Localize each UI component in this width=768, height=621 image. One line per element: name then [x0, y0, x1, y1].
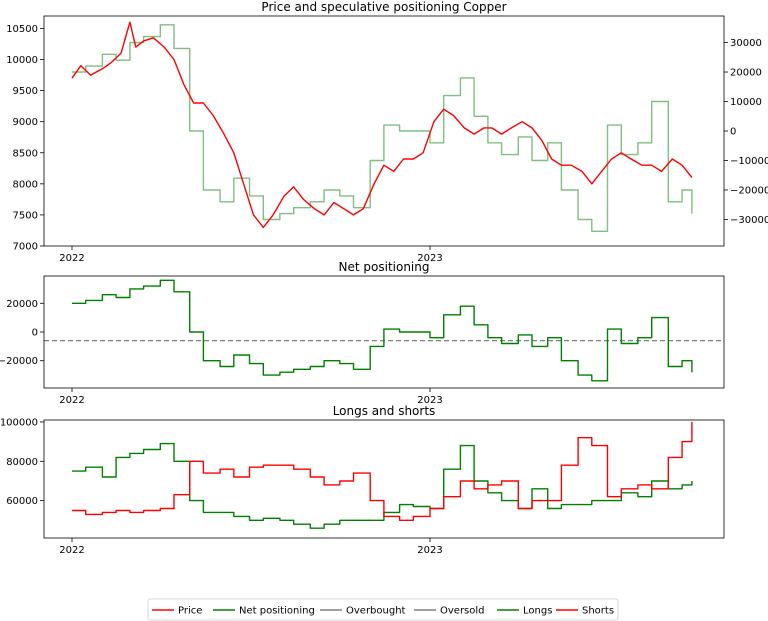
y-right-tick-label: −20000	[730, 185, 768, 196]
legend-box	[147, 598, 619, 621]
y-tick-label: 0	[32, 328, 38, 339]
net-positioning-panel: Net positioning 2022 2023 −20000 0 20000	[0, 260, 725, 406]
y-right-tick-label: 0	[730, 127, 736, 138]
longs-shorts-panel-frame	[43, 419, 725, 539]
y-tick-label: 60000	[6, 496, 38, 507]
y-right-tick-label: 30000	[730, 38, 762, 49]
net-positioning-panel-title: Net positioning	[339, 260, 430, 274]
y-tick-label: 10500	[6, 24, 38, 35]
y-tick-label: 9500	[13, 86, 38, 97]
legend-label: Longs	[523, 606, 552, 617]
y-tick-label: 7500	[13, 210, 38, 221]
x-tick-label: 2022	[59, 253, 84, 264]
y-tick-label: 80000	[6, 457, 38, 468]
legend-label: Oversold	[440, 606, 485, 617]
y-tick-label: 10000	[6, 55, 38, 66]
longs-shorts-panel-title: Longs and shorts	[333, 404, 436, 418]
price-panel: Price and speculative positioning Copper…	[6, 0, 768, 264]
x-tick-label: 2022	[59, 395, 84, 406]
net-positioning-panel-frame	[43, 275, 725, 389]
y-tick-label: −20000	[0, 356, 38, 367]
y-tick-label: 100000	[0, 417, 38, 428]
y-right-tick-label: −30000	[730, 215, 768, 226]
series-line-longs	[72, 442, 693, 529]
legend: Price Net positioning Overbought Oversold Lo…	[147, 598, 619, 621]
y-tick-label: 9000	[13, 117, 38, 128]
series-line-net-positioning	[72, 24, 693, 232]
series-line-net-positioning	[72, 279, 693, 382]
x-tick-label: 2023	[417, 253, 442, 264]
y-tick-label: 7000	[13, 242, 38, 253]
y-right-tick-label: 20000	[730, 68, 762, 79]
legend-label: Shorts	[582, 606, 614, 617]
y-right-tick-label: −10000	[730, 156, 768, 167]
price-panel-title: Price and speculative positioning Copper	[261, 0, 506, 14]
x-tick-label: 2023	[417, 395, 442, 406]
longs-shorts-panel: Longs and shorts 2022 2023 60000 80000 10000…	[0, 404, 725, 556]
y-tick-label: 8000	[13, 179, 38, 190]
x-tick-label: 2022	[59, 545, 84, 556]
legend-label: Price	[178, 606, 202, 617]
series-line-shorts	[72, 422, 693, 521]
y-tick-label: 8500	[13, 148, 38, 159]
x-tick-label: 2023	[417, 545, 442, 556]
price-panel-frame	[43, 15, 725, 247]
y-right-tick-label: 10000	[730, 97, 762, 108]
legend-label: Net positioning	[239, 606, 315, 617]
y-tick-label: 20000	[6, 299, 38, 310]
series-line-price	[71, 21, 693, 229]
legend-label: Overbought	[346, 606, 406, 617]
